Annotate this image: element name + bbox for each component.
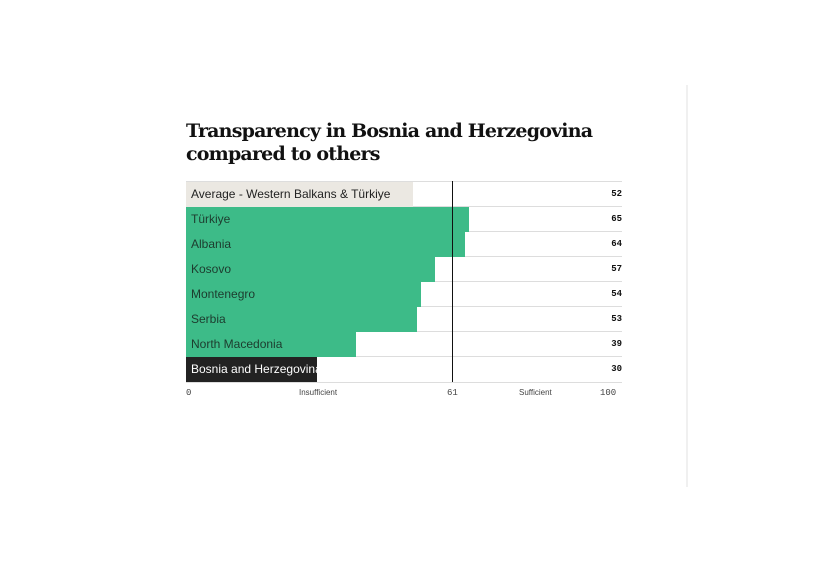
bar-label: Serbia <box>191 312 226 326</box>
bar <box>186 207 470 232</box>
bar-label: Türkiye <box>191 212 231 226</box>
bar <box>186 182 413 207</box>
bar-label: Kosovo <box>191 262 232 276</box>
bar-row: Montenegro 54 <box>186 281 622 307</box>
reference-line <box>451 181 453 382</box>
bar-label: Albania <box>191 237 232 251</box>
bar-value: 64 <box>611 239 622 249</box>
chart-title: Transparency in Bosnia and Herzegovina c… <box>186 120 593 165</box>
bar-label: Average - Western Balkans & Türkiye <box>191 187 391 201</box>
bar <box>186 332 357 357</box>
bar-label: Montenegro <box>191 287 256 301</box>
bar-row: Serbia 53 <box>186 306 622 332</box>
bar-row: Albania 64 <box>186 231 622 257</box>
bar <box>186 282 422 307</box>
bar-label: North Macedonia <box>191 337 283 351</box>
bar-row: North Macedonia 39 <box>186 331 622 357</box>
bar <box>186 357 317 382</box>
bar-value: 53 <box>611 314 622 324</box>
bar-value: 57 <box>611 264 622 274</box>
bar-value: 65 <box>611 214 622 224</box>
bar-row: Average - Western Balkans & Türkiye 52 <box>186 181 622 207</box>
bar-label: Bosnia and Herzegovina <box>191 362 322 376</box>
bar-chart: 0 Insufficient 61 Sufficient 100 Average… <box>186 181 622 411</box>
axis-reference-label: 61 <box>446 388 458 398</box>
bar <box>186 257 435 282</box>
bar-value: 52 <box>611 189 622 199</box>
axis-insufficient-label: Insufficient <box>299 388 338 397</box>
bar-row: Bosnia and Herzegovina 30 <box>186 356 622 383</box>
bar-value: 30 <box>611 364 622 374</box>
bar-row: Türkiye 65 <box>186 206 622 232</box>
bar <box>186 307 418 332</box>
axis-max-label: 100 <box>600 388 617 398</box>
axis-sufficient-label: Sufficient <box>519 388 552 397</box>
bar-value: 54 <box>611 289 622 299</box>
bar <box>186 232 466 257</box>
axis-min-label: 0 <box>186 388 192 398</box>
divider-line <box>686 85 688 487</box>
bar-value: 39 <box>611 339 622 349</box>
bar-row: Kosovo 57 <box>186 256 622 282</box>
